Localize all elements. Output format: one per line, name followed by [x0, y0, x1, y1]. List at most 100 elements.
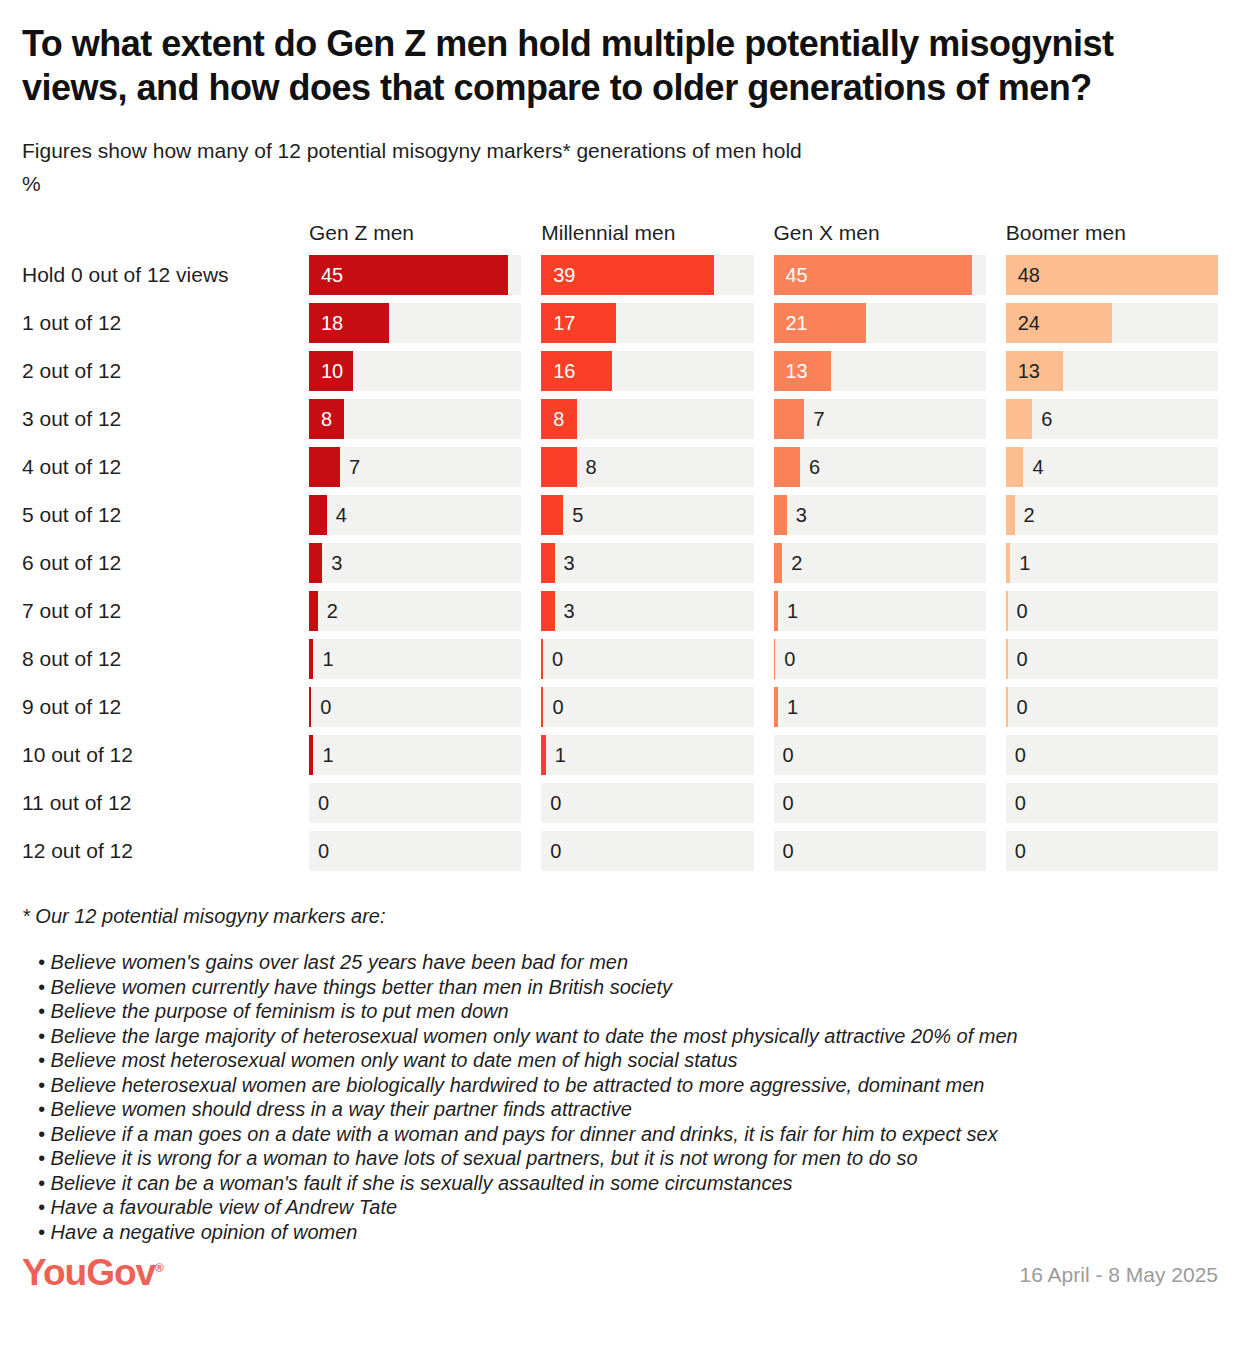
bar-track: 13 — [1006, 351, 1218, 391]
footnote-bullet: Believe women's gains over last 25 years… — [22, 950, 1218, 975]
bar — [541, 543, 554, 583]
column-header-2: Millennial men — [541, 219, 753, 247]
bar — [774, 687, 778, 727]
bar — [309, 543, 322, 583]
bar-value-label: 5 — [572, 504, 583, 527]
bar-value-label: 24 — [1018, 312, 1040, 335]
bar-value-label: 0 — [550, 792, 561, 815]
bar-track: 0 — [541, 639, 753, 679]
bar-value-label: 7 — [349, 456, 360, 479]
bar-track: 0 — [1006, 831, 1218, 871]
bar-track: 48 — [1006, 255, 1218, 295]
bar-track: 0 — [541, 831, 753, 871]
row-label: 3 out of 12 — [22, 399, 289, 439]
footnote-intro: * Our 12 potential misogyny markers are: — [22, 905, 1218, 928]
yougov-logo: YouGov® — [22, 1254, 163, 1291]
bar-value-label: 0 — [783, 840, 794, 863]
bar-track: 8 — [309, 399, 521, 439]
bar-value-label: 0 — [1017, 600, 1028, 623]
bar-track: 39 — [541, 255, 753, 295]
bar-track: 1 — [309, 735, 521, 775]
bar — [1006, 495, 1015, 535]
bar-track: 17 — [541, 303, 753, 343]
bar-value-label: 17 — [553, 312, 575, 335]
row-label: 11 out of 12 — [22, 783, 289, 823]
bar-track: 1 — [309, 639, 521, 679]
bar-track: 18 — [309, 303, 521, 343]
bar-value-label: 0 — [784, 648, 795, 671]
bar-track: 3 — [541, 591, 753, 631]
bar-value-label: 13 — [786, 360, 808, 383]
bar-value-label: 0 — [783, 744, 794, 767]
bar-value-label: 8 — [586, 456, 597, 479]
bar-value-label: 18 — [321, 312, 343, 335]
bar — [1006, 543, 1010, 583]
bar-value-label: 7 — [813, 408, 824, 431]
unit-label: % — [22, 167, 1218, 201]
bar-track: 6 — [774, 447, 986, 487]
bar-track: 0 — [1006, 735, 1218, 775]
row-label: 10 out of 12 — [22, 735, 289, 775]
bar-value-label: 1 — [1019, 552, 1030, 575]
bar-value-label: 0 — [1015, 840, 1026, 863]
bar-value-label: 1 — [787, 696, 798, 719]
bar-track: 0 — [309, 783, 521, 823]
bar-value-label: 4 — [336, 504, 347, 527]
bar-track: 0 — [1006, 783, 1218, 823]
bar-value-label: 8 — [321, 408, 332, 431]
bar-track: 4 — [309, 495, 521, 535]
bar — [774, 591, 778, 631]
footnote-bullet: Believe if a man goes on a date with a w… — [22, 1122, 1218, 1147]
bar-track: 0 — [541, 783, 753, 823]
yougov-logo-text: YouGov — [22, 1252, 155, 1293]
bar-track: 7 — [774, 399, 986, 439]
bar-value-label: 10 — [321, 360, 343, 383]
bar-value-label: 0 — [552, 648, 563, 671]
bar — [774, 399, 805, 439]
bar-track: 45 — [309, 255, 521, 295]
bar-track: 13 — [774, 351, 986, 391]
date-range: 16 April - 8 May 2025 — [1020, 1263, 1218, 1291]
bar — [541, 495, 563, 535]
bar-value-label: 21 — [786, 312, 808, 335]
bar — [309, 735, 313, 775]
bar — [774, 639, 776, 679]
bar — [1006, 687, 1008, 727]
bar — [1006, 591, 1008, 631]
bar — [309, 639, 313, 679]
bar-track: 0 — [774, 735, 986, 775]
bar — [1006, 399, 1033, 439]
bar — [541, 351, 612, 391]
row-label: Hold 0 out of 12 views — [22, 255, 289, 295]
bar-track: 0 — [1006, 591, 1218, 631]
bar-track: 0 — [1006, 687, 1218, 727]
bar-value-label: 0 — [320, 696, 331, 719]
bar-track: 6 — [1006, 399, 1218, 439]
bar-track: 0 — [541, 687, 753, 727]
bar-value-label: 0 — [550, 840, 561, 863]
column-header-1: Gen Z men — [309, 219, 521, 247]
bar-value-label: 45 — [786, 264, 808, 287]
bar-value-label: 48 — [1018, 264, 1040, 287]
bar — [774, 543, 783, 583]
bar-track: 0 — [774, 783, 986, 823]
bar-value-label: 0 — [1015, 792, 1026, 815]
subtitle-line: Figures show how many of 12 potential mi… — [22, 134, 1218, 168]
bar-value-label: 13 — [1018, 360, 1040, 383]
bar-track: 5 — [541, 495, 753, 535]
bar — [774, 447, 801, 487]
bar-value-label: 2 — [1024, 504, 1035, 527]
bar-value-label: 39 — [553, 264, 575, 287]
bar-track: 1 — [541, 735, 753, 775]
bar-track: 0 — [309, 831, 521, 871]
bar — [309, 495, 327, 535]
bar-value-label: 4 — [1032, 456, 1043, 479]
footnote-bullet: Believe heterosexual women are biologica… — [22, 1073, 1218, 1098]
row-label: 9 out of 12 — [22, 687, 289, 727]
bar-track: 2 — [1006, 495, 1218, 535]
chart-title: To what extent do Gen Z men hold multipl… — [22, 22, 1202, 110]
footnote-bullet: Believe it can be a woman's fault if she… — [22, 1171, 1218, 1196]
bar-track: 10 — [309, 351, 521, 391]
bar-value-label: 0 — [318, 792, 329, 815]
bar-track: 0 — [309, 687, 521, 727]
